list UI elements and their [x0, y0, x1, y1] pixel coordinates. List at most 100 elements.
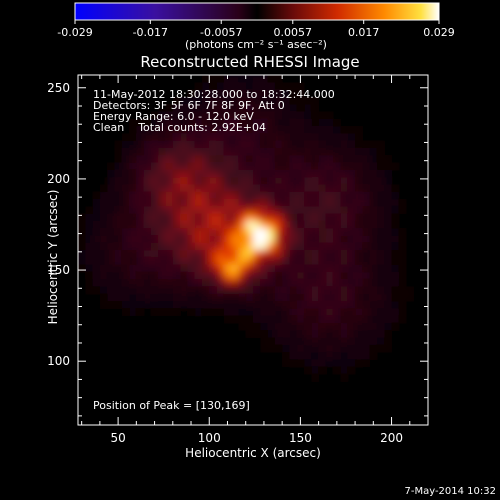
heatmap-cell: [165, 169, 174, 178]
heatmap-cell: [216, 293, 225, 302]
heatmap-cell: [296, 213, 305, 222]
heatmap-cell: [136, 250, 145, 258]
heatmap-cell: [304, 242, 312, 251]
heatmap-cell: [282, 279, 291, 288]
heatmap-cell: [187, 184, 196, 193]
heatmap-cell: [165, 220, 174, 229]
heatmap-cell: [340, 220, 349, 229]
heatmap-cell: [376, 155, 385, 164]
heatmap-cell: [384, 330, 393, 339]
heatmap-cell: [92, 257, 101, 266]
heatmap-cell: [282, 82, 291, 91]
heatmap-cell: [376, 250, 385, 258]
heatmap-cell: [107, 177, 116, 185]
heatmap-cell: [296, 286, 305, 295]
heatmap-cell: [121, 286, 130, 295]
heatmap-cell: [289, 155, 298, 164]
heatmap-cell: [376, 228, 385, 237]
heatmap-cell: [172, 133, 181, 142]
x-tick-label: 200: [380, 431, 403, 445]
heatmap-cell: [201, 162, 210, 171]
heatmap-cell: [391, 264, 400, 273]
heatmap-cell: [340, 140, 349, 149]
heatmap-cell: [311, 344, 320, 353]
heatmap-cell: [391, 198, 400, 207]
heatmap-cell: [238, 118, 247, 127]
heatmap-cell: [194, 184, 203, 193]
heatmap-cell: [311, 111, 320, 120]
heatmap-cell: [121, 301, 130, 309]
heatmap-cell: [136, 220, 145, 229]
heatmap-cell: [267, 279, 276, 288]
heatmap-cell: [311, 220, 320, 229]
heatmap-cell: [289, 118, 298, 127]
heatmap-cell: [282, 271, 291, 280]
heatmap-cell: [194, 286, 203, 295]
heatmap-cell: [238, 184, 247, 193]
heatmap-cell: [369, 162, 378, 171]
heatmap-cell: [209, 308, 218, 317]
heatmap-cell: [304, 330, 312, 339]
heatmap-cell: [311, 140, 320, 149]
heatmap-cell: [85, 271, 94, 280]
heatmap-cell: [253, 198, 261, 207]
heatmap-cell: [282, 111, 291, 120]
heatmap-cell: [282, 96, 291, 105]
heatmap-cell: [274, 169, 283, 178]
heatmap-cell: [282, 155, 291, 164]
heatmap-cell: [333, 162, 342, 171]
heatmap-cell: [216, 264, 225, 273]
heatmap-cell: [223, 257, 232, 266]
heatmap-cell: [260, 344, 269, 353]
heatmap-cell: [158, 264, 167, 273]
annotation-time: 11-May-2012 18:30:28.000 to 18:32:44.000: [93, 88, 335, 101]
heatmap-cell: [274, 264, 283, 273]
heatmap-cell: [362, 264, 371, 273]
heatmap-cell: [253, 206, 261, 215]
x-tick-label: 150: [288, 431, 312, 445]
heatmap-cell: [376, 177, 385, 185]
heatmap-cell: [318, 169, 327, 178]
heatmap-cell: [187, 96, 196, 105]
heatmap-cell: [289, 301, 298, 309]
heatmap-cell: [253, 184, 261, 193]
heatmap-cell: [325, 162, 334, 171]
heatmap-cell: [253, 228, 261, 237]
heatmap-cell: [304, 220, 312, 229]
heatmap-cell: [129, 293, 137, 302]
heatmap-cell: [99, 228, 108, 237]
heatmap-cell: [245, 315, 254, 324]
heatmap-cell: [274, 147, 283, 156]
heatmap-cell: [99, 191, 108, 200]
heatmap-cell: [274, 184, 283, 193]
heatmap-cell: [114, 169, 123, 178]
heatmap-cell: [245, 293, 254, 302]
heatmap-cell: [311, 271, 320, 280]
heatmap-cell: [99, 242, 108, 251]
heatmap-cell: [311, 250, 320, 258]
heatmap-cell: [289, 111, 298, 120]
heatmap-cell: [143, 147, 152, 156]
heatmap-cell: [296, 220, 305, 229]
heatmap-cell: [340, 257, 349, 266]
heatmap-cell: [143, 191, 152, 200]
heatmap-cell: [238, 257, 247, 266]
heatmap-cell: [180, 228, 188, 237]
heatmap-cell: [201, 206, 210, 215]
heatmap-cell: [282, 133, 291, 142]
heatmap-cell: [129, 213, 137, 222]
heatmap-cell: [165, 228, 174, 237]
heatmap-cell: [201, 184, 210, 193]
heatmap-cell: [245, 330, 254, 339]
heatmap-cell: [180, 220, 188, 229]
heatmap-cell: [340, 315, 349, 324]
heatmap-cell: [318, 155, 327, 164]
heatmap-cell: [274, 104, 283, 113]
heatmap-cell: [172, 301, 181, 309]
heatmap-cell: [267, 206, 276, 215]
heatmap-cell: [311, 96, 320, 105]
heatmap-cell: [114, 228, 123, 237]
heatmap-cell: [333, 250, 342, 258]
heatmap-cell: [223, 162, 232, 171]
heatmap-cell: [376, 220, 385, 229]
